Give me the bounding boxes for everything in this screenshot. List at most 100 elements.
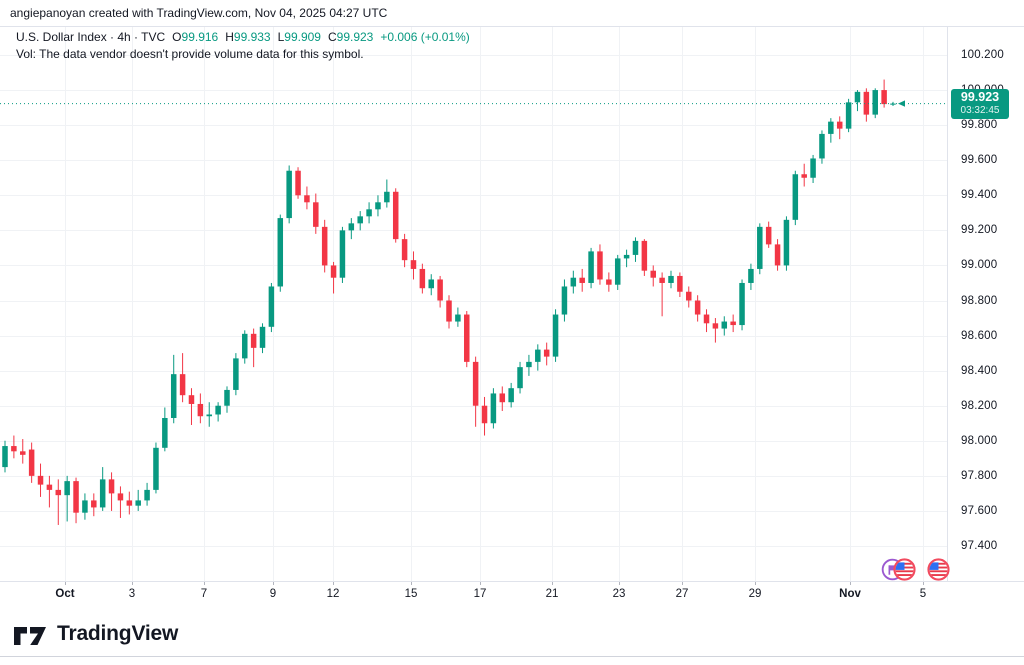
price-axis-label: 99.000 (961, 259, 998, 272)
candle-body (810, 158, 816, 178)
price-axis-label: 99.800 (961, 119, 998, 132)
close-label: C (327, 30, 337, 44)
low-label: L (277, 30, 285, 44)
candle-body (748, 268, 754, 283)
candle-body (481, 405, 488, 424)
time-axis-label: Nov (839, 588, 861, 600)
candle-body (552, 314, 559, 357)
tradingview-logo[interactable]: TradingView (12, 621, 178, 647)
candle-body (828, 121, 834, 134)
candle-body (135, 500, 141, 506)
candle-body (694, 300, 701, 315)
candle-body (890, 103, 896, 105)
candle-body (2, 446, 8, 468)
candle-body (472, 361, 479, 406)
candle-body (259, 326, 266, 348)
price-axis-label: 98.600 (961, 329, 998, 342)
high-value: 99.933 (233, 30, 271, 44)
candle-body (197, 403, 204, 417)
candle-body (508, 388, 514, 403)
candle-body (250, 333, 257, 348)
candle-body (384, 191, 390, 203)
close-value: 99.923 (336, 30, 374, 44)
tradingview-logo-icon (12, 621, 48, 647)
candle-body (242, 333, 248, 359)
candle-body (410, 260, 417, 269)
candle-body (632, 240, 639, 255)
candlestick-chart[interactable] (0, 0, 1024, 612)
time-axis-label: 3 (128, 588, 136, 600)
candle-body (446, 300, 452, 322)
ohlc-open: O 99.916 (172, 30, 218, 44)
time-axis-label: 15 (404, 588, 418, 600)
candle-body (526, 361, 532, 368)
us-flag-icon[interactable] (893, 558, 916, 581)
candle-body (721, 321, 728, 329)
candle-body (188, 395, 195, 404)
candle-body (801, 174, 807, 178)
event-markers (881, 558, 961, 584)
price-axis-label: 100.200 (961, 49, 1004, 61)
candle-body (170, 374, 177, 418)
candle-body (872, 90, 878, 115)
candle-body (99, 479, 106, 508)
candle-body (330, 265, 337, 278)
change-value: +0.006 (+0.01%) (380, 30, 470, 44)
current-price-badge[interactable]: 99.923 03:32:45 (951, 88, 1009, 119)
candle-body (703, 314, 710, 324)
bottom-divider (0, 656, 1024, 657)
candle-body (881, 90, 887, 105)
low-value: 99.909 (284, 30, 321, 44)
candle-body (845, 102, 852, 129)
candle-body (792, 174, 799, 220)
candle-body (490, 393, 497, 424)
candle-body (46, 484, 53, 490)
open-label: O (172, 30, 182, 44)
price-axis-label: 98.000 (961, 434, 998, 447)
candle-body (108, 479, 115, 494)
price-scale[interactable]: 100.200100.00099.80099.60099.40099.20099… (948, 26, 1024, 582)
high-label: H (225, 30, 234, 44)
candle-body (437, 279, 443, 301)
candle-body (464, 314, 470, 362)
candle-body (215, 405, 221, 415)
candle-body (73, 481, 79, 513)
volume-note: Vol: The data vendor doesn't provide vol… (16, 47, 364, 61)
candle-body (339, 230, 346, 278)
badge-price: 99.923 (960, 89, 1000, 104)
candle-body (366, 209, 372, 217)
time-axis-label: 21 (545, 588, 559, 600)
candle-body (623, 254, 630, 259)
time-axis-label: 5 (919, 588, 927, 600)
last-price-marker (898, 100, 905, 107)
candle-body (64, 481, 70, 496)
candle-body (668, 275, 674, 283)
candle-body (517, 367, 523, 389)
us-flag-icon[interactable] (927, 558, 950, 581)
price-axis-label: 98.800 (961, 294, 998, 307)
candle-body (686, 291, 692, 301)
time-axis-label: 9 (269, 588, 277, 600)
symbol-title: U.S. Dollar Index · 4h · TVC (16, 30, 166, 44)
price-axis-label: 98.400 (961, 364, 998, 377)
price-axis-label: 97.800 (961, 469, 998, 482)
price-axis-label: 99.400 (961, 189, 998, 202)
ohlc-low: L 99.909 (278, 30, 321, 44)
candle-body (11, 446, 17, 452)
candle-body (179, 374, 186, 396)
time-scale[interactable]: Oct 3 7 9 12 15 17 21 23 27 29 Nov 5 (0, 582, 1024, 610)
candle-body (455, 314, 461, 322)
candle-body (757, 226, 763, 269)
candle-body (224, 389, 230, 406)
candle-body (206, 414, 212, 417)
time-axis-label: 29 (748, 588, 762, 600)
candle-body (55, 489, 62, 496)
candle-body (348, 223, 355, 231)
candle-body (543, 349, 550, 357)
candle-body (739, 282, 745, 326)
candle-body (597, 251, 603, 280)
candle-body (677, 275, 683, 292)
candle-body (561, 286, 568, 315)
candle-body (233, 358, 239, 390)
